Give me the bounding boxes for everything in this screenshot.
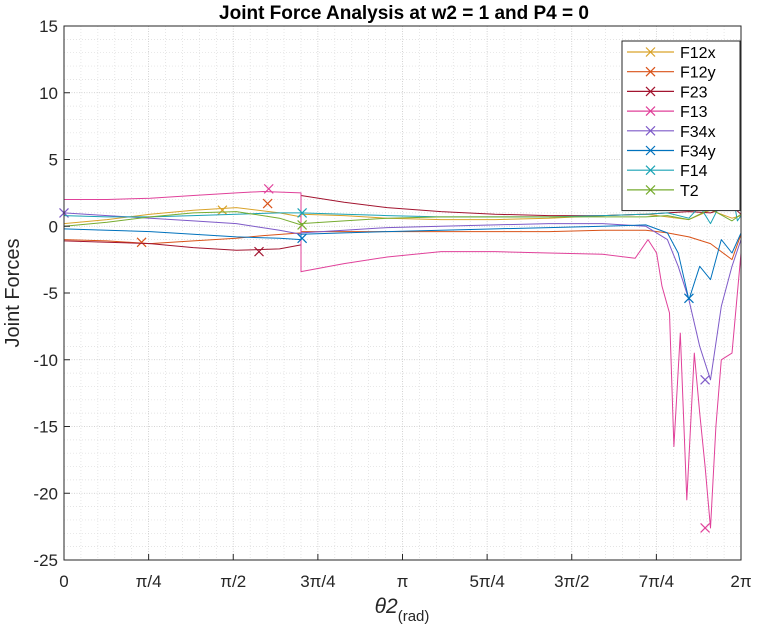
marker-stroke xyxy=(684,293,694,304)
marker-stroke xyxy=(700,374,711,385)
series-line-f23 xyxy=(63,195,742,251)
series-marker-f23 xyxy=(254,246,264,257)
x-tick-label: π/2 xyxy=(220,572,246,591)
series-marker-t2 xyxy=(297,219,308,230)
y-tick-label: 5 xyxy=(49,151,58,170)
legend-label-f34y: F34y xyxy=(680,144,716,161)
x-axis-label-main: θ2 xyxy=(375,595,398,618)
legend-marker-f12y xyxy=(645,66,656,77)
legend-label-f14: F14 xyxy=(680,163,708,180)
marker-stroke xyxy=(645,184,656,195)
legend-marker-f34x xyxy=(645,125,656,136)
legend-box xyxy=(621,40,741,212)
x-tick-label: π xyxy=(397,572,409,591)
marker-stroke xyxy=(645,86,656,97)
series-marker-f34y xyxy=(684,293,694,304)
x-tick-label: 5π/4 xyxy=(469,572,504,591)
legend-marker-t2 xyxy=(645,184,656,195)
legend: F12x F12y F23 F13 F34x F34y F14 T2 xyxy=(621,40,741,212)
marker-stroke xyxy=(217,205,228,216)
series-line-f34y xyxy=(63,224,742,301)
series-marker-f13 xyxy=(700,523,711,533)
marker-stroke xyxy=(645,145,656,156)
series-line-t2 xyxy=(63,208,742,227)
marker-stroke xyxy=(645,125,656,136)
legend-marker-f13 xyxy=(645,106,656,117)
legend-label-f12y: F12y xyxy=(680,65,716,82)
y-tick-label: -15 xyxy=(33,418,58,437)
marker-stroke xyxy=(254,246,264,257)
legend-label-f12x: F12x xyxy=(680,45,716,62)
x-tick-label: 0 xyxy=(59,572,68,591)
y-tick-label: -25 xyxy=(33,551,58,570)
legend-label-f13: F13 xyxy=(680,104,708,121)
legend-label-f23: F23 xyxy=(680,84,708,101)
legend-label-f34x: F34x xyxy=(680,124,716,141)
legend-marker-f12x xyxy=(645,47,656,57)
y-tick-label: 15 xyxy=(39,17,58,36)
x-tick-label: 7π/4 xyxy=(639,572,674,591)
series-line-f13 xyxy=(64,191,742,529)
chart-title: Joint Force Analysis at w2 = 1 and P4 = … xyxy=(219,3,589,24)
marker-stroke xyxy=(297,207,308,218)
series-marker-f13 xyxy=(263,183,274,194)
series-marker-f14 xyxy=(297,207,308,218)
marker-stroke xyxy=(136,237,147,248)
marker-stroke xyxy=(645,66,656,77)
series-marker-f34y xyxy=(297,233,308,244)
marker-stroke xyxy=(263,183,274,194)
y-tick-label: 10 xyxy=(39,84,58,103)
y-tick-label: -5 xyxy=(43,284,58,303)
series-marker-f12y xyxy=(136,237,147,248)
marker-stroke xyxy=(645,106,656,117)
marker-stroke xyxy=(297,219,308,230)
x-tick-label: π/4 xyxy=(136,572,162,591)
y-axis-label: Joint Forces xyxy=(2,239,24,348)
series-layer xyxy=(59,183,742,533)
x-axis-label-sub: (rad) xyxy=(398,608,430,625)
series-marker-f12y xyxy=(262,198,273,209)
marker-stroke xyxy=(645,47,656,57)
y-tick-label: -20 xyxy=(33,484,58,503)
x-tick-label: 3π/2 xyxy=(554,572,589,591)
legend-marker-f14 xyxy=(645,165,656,176)
marker-stroke xyxy=(262,198,273,209)
x-tick-label: 2π xyxy=(730,572,751,591)
y-tick-label: -10 xyxy=(33,351,58,370)
y-tick-label: 0 xyxy=(49,217,58,236)
series-line-f34x xyxy=(63,212,742,381)
x-axis-label: θ2(rad) xyxy=(375,595,430,625)
marker-stroke xyxy=(297,233,308,244)
series-line-f12y xyxy=(63,229,742,261)
legend-marker-f23 xyxy=(645,86,656,97)
marker-stroke xyxy=(645,165,656,176)
series-marker-f12x xyxy=(217,205,228,216)
series-marker-f34x xyxy=(700,374,711,385)
legend-label-t2: T2 xyxy=(680,183,699,200)
ticks-layer: 0 π/4 π/2 3π/4 π 5π/4 3π/2 7π/4 2π 15 10 5 0 -5 -10 -15… xyxy=(33,17,751,591)
marker-stroke xyxy=(700,523,711,533)
x-tick-label: 3π/4 xyxy=(300,572,335,591)
legend-marker-f34y xyxy=(645,145,656,156)
